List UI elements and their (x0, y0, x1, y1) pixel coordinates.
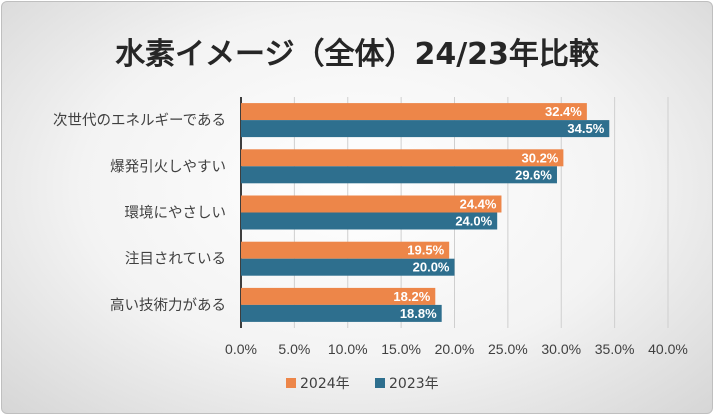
bar-series2 (241, 304, 442, 322)
x-tick-label: 0.0% (225, 341, 257, 357)
bar-series1 (241, 149, 564, 167)
data-label: 24.0% (455, 214, 492, 229)
category-label: 注目されている (125, 251, 226, 268)
x-tick-label: 25.0% (488, 341, 528, 357)
data-label: 32.4% (545, 104, 582, 119)
category-label: 爆発引火しやすい (110, 158, 226, 175)
bar-series1 (241, 103, 587, 121)
legend-label: 2024年 (300, 376, 350, 392)
legend-swatch (375, 378, 385, 388)
data-label: 19.5% (407, 243, 444, 258)
data-label: 30.2% (522, 150, 559, 165)
data-label: 24.4% (460, 197, 497, 212)
bar-series2 (241, 120, 610, 138)
x-tick-label: 5.0% (278, 341, 310, 357)
category-label: 次世代のエネルギーである (53, 112, 226, 129)
data-label: 20.0% (413, 260, 450, 275)
x-tick-label: 40.0% (648, 341, 688, 357)
category-label: 高い技術力がある (110, 297, 226, 314)
legend-swatch (286, 378, 296, 388)
category-label: 環境にやさしい (125, 204, 227, 222)
x-tick-label: 10.0% (328, 341, 368, 357)
x-tick-label: 15.0% (381, 341, 421, 357)
x-tick-label: 30.0% (541, 341, 581, 357)
data-label: 18.8% (400, 306, 437, 321)
bar-series1 (241, 241, 450, 259)
legend-label: 2023年 (389, 376, 439, 392)
data-label: 29.6% (515, 167, 552, 182)
bar-series2 (241, 166, 557, 184)
chart-title: 水素イメージ（全体）24/23年比較 (115, 37, 600, 72)
bar-series1 (241, 195, 502, 213)
data-label: 18.2% (393, 289, 430, 304)
x-tick-label: 20.0% (435, 341, 475, 357)
data-label: 34.5% (567, 121, 604, 136)
bar-series1 (241, 287, 436, 305)
bar-series2 (241, 258, 455, 276)
bar-series2 (241, 212, 498, 230)
x-tick-label: 35.0% (595, 341, 635, 357)
